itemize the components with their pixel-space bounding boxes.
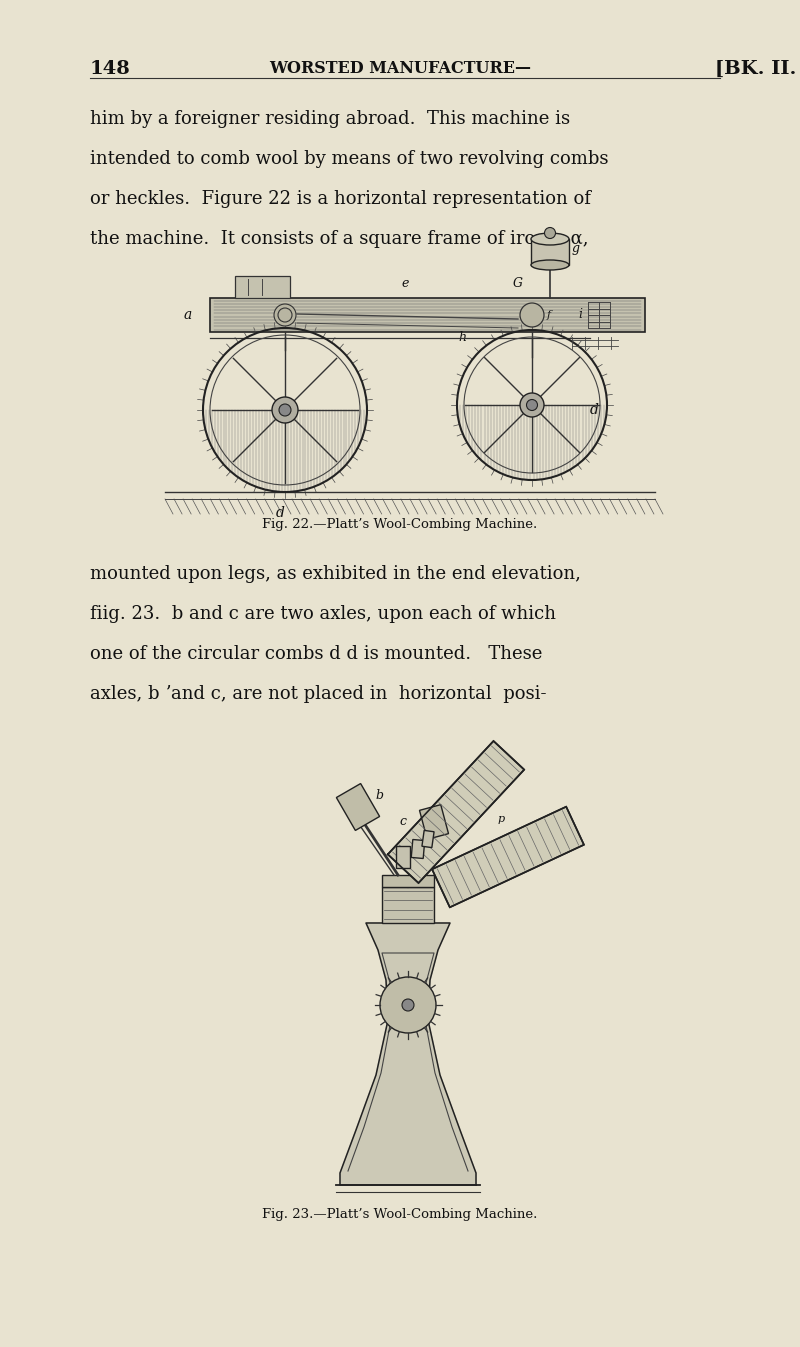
Text: WORSTED MANUFACTURE—: WORSTED MANUFACTURE— — [269, 61, 531, 77]
Text: Fig. 23.—Platt’s Wool-Combing Machine.: Fig. 23.—Platt’s Wool-Combing Machine. — [262, 1208, 538, 1220]
Circle shape — [380, 977, 436, 1033]
Text: c: c — [269, 277, 275, 290]
Polygon shape — [388, 741, 524, 884]
Text: G: G — [513, 277, 523, 290]
Text: mounted upon legs, as exhibited in the end elevation,: mounted upon legs, as exhibited in the e… — [90, 564, 581, 583]
Circle shape — [279, 404, 291, 416]
Text: g: g — [572, 242, 580, 255]
Text: p: p — [498, 814, 505, 824]
Text: a: a — [184, 308, 192, 322]
Ellipse shape — [531, 260, 569, 269]
Text: one of the circular combs d d is mounted.   These: one of the circular combs d d is mounted… — [90, 645, 542, 663]
Text: 148: 148 — [90, 61, 130, 78]
Text: e: e — [402, 277, 409, 290]
Circle shape — [402, 999, 414, 1012]
Text: c: c — [399, 815, 406, 828]
Text: Fig. 22.—Platt’s Wool-Combing Machine.: Fig. 22.—Platt’s Wool-Combing Machine. — [262, 519, 538, 531]
Text: [BK. II.: [BK. II. — [715, 61, 796, 78]
Ellipse shape — [531, 233, 569, 245]
Polygon shape — [432, 807, 584, 908]
Circle shape — [272, 397, 298, 423]
Polygon shape — [411, 839, 425, 858]
Text: axles, b ʼand c, are not placed in  horizontal  posi-: axles, b ʼand c, are not placed in horiz… — [90, 686, 546, 703]
Polygon shape — [336, 784, 380, 831]
Text: d: d — [590, 403, 599, 418]
Circle shape — [520, 393, 544, 418]
Bar — [382, 876, 434, 888]
Circle shape — [520, 303, 544, 327]
Text: the machine.  It consists of a square frame of iron α α,: the machine. It consists of a square fra… — [90, 230, 589, 248]
Text: b: b — [375, 789, 383, 801]
Text: fiig. 23.  b and c are two axles, upon each of which: fiig. 23. b and c are two axles, upon ea… — [90, 605, 556, 624]
Text: him by a foreigner residing abroad.  This machine is: him by a foreigner residing abroad. This… — [90, 110, 570, 128]
Circle shape — [278, 308, 292, 322]
Bar — [235, 276, 290, 298]
Bar — [531, 238, 569, 265]
Circle shape — [526, 400, 538, 411]
Polygon shape — [340, 923, 476, 1185]
Bar — [382, 888, 434, 923]
Polygon shape — [422, 830, 434, 847]
Circle shape — [545, 228, 555, 238]
Text: d: d — [275, 506, 285, 520]
Text: or heckles.  Figure 22 is a horizontal representation of: or heckles. Figure 22 is a horizontal re… — [90, 190, 591, 207]
Text: intended to comb wool by means of two revolving combs: intended to comb wool by means of two re… — [90, 150, 609, 168]
Text: f: f — [547, 310, 551, 321]
Polygon shape — [419, 804, 449, 839]
Text: h: h — [458, 331, 466, 343]
Circle shape — [274, 304, 296, 326]
Bar — [210, 298, 645, 331]
Text: i: i — [578, 308, 582, 322]
Polygon shape — [396, 846, 410, 867]
